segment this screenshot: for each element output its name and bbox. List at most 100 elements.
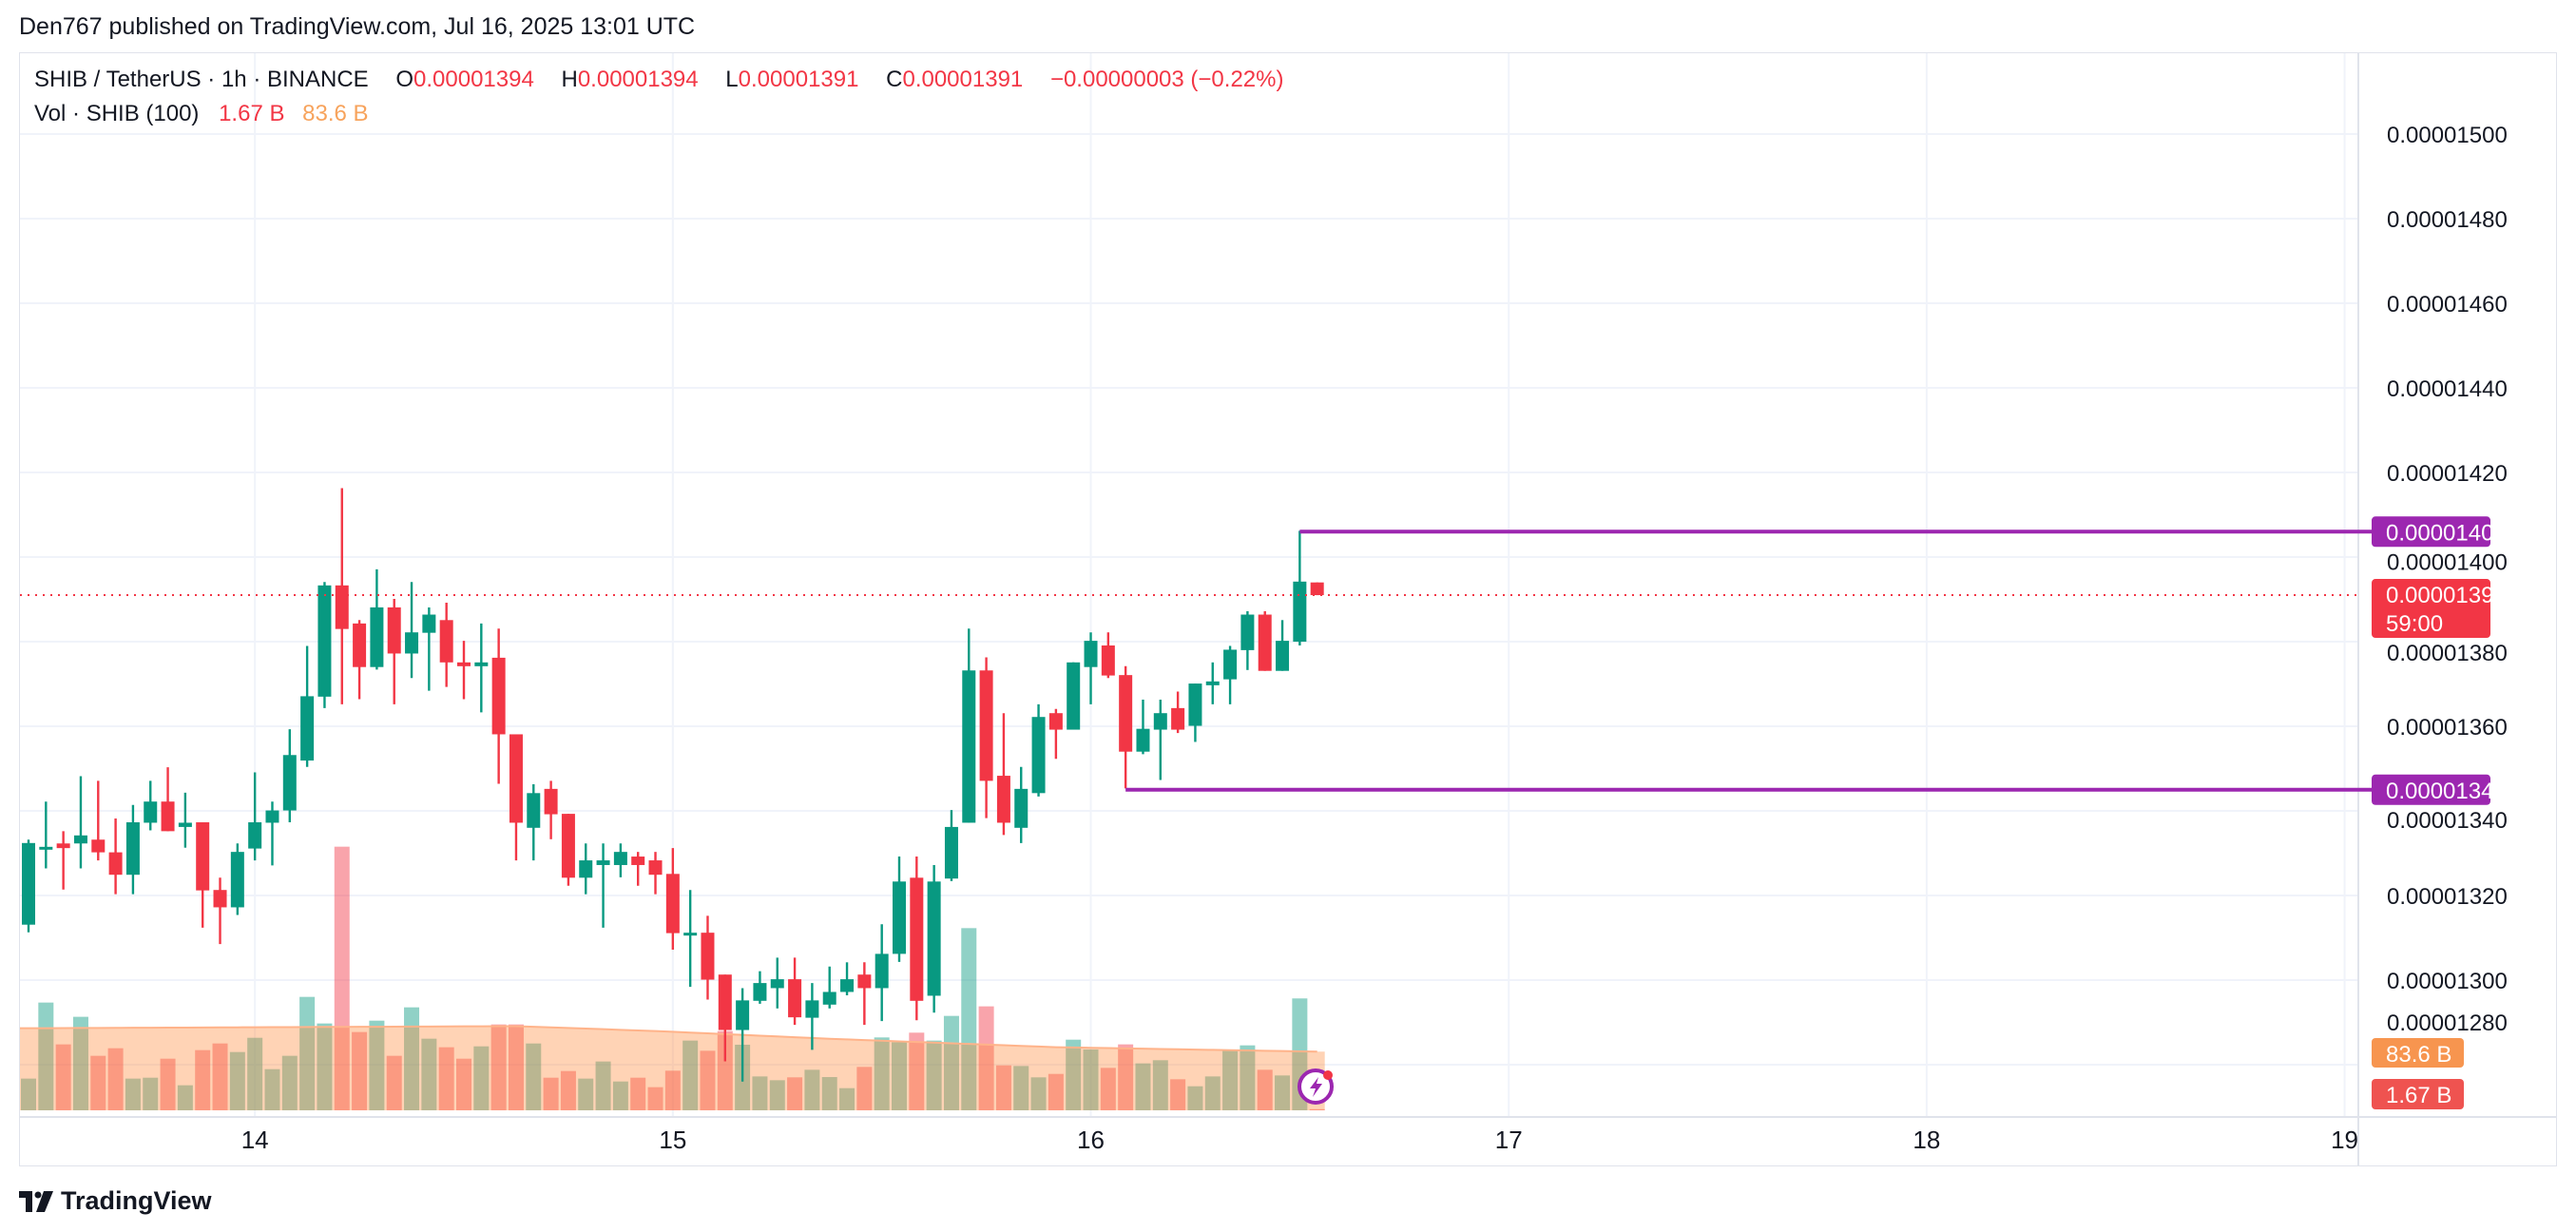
candle[interactable] [1171, 691, 1185, 734]
candle[interactable] [753, 971, 767, 1004]
candle[interactable] [875, 924, 889, 1022]
candle[interactable] [439, 603, 453, 687]
candle[interactable] [353, 620, 367, 700]
candle[interactable] [718, 974, 732, 1062]
candle[interactable] [335, 488, 349, 704]
candle[interactable] [665, 848, 680, 950]
volume-title[interactable]: Vol · SHIB (100) [34, 101, 200, 126]
volume-bar [212, 1043, 228, 1110]
candle[interactable] [144, 780, 158, 831]
candle[interactable] [822, 966, 836, 1009]
candle[interactable] [509, 734, 523, 861]
candle[interactable] [22, 839, 35, 933]
candle[interactable] [1310, 582, 1324, 596]
candle[interactable] [527, 783, 541, 861]
candle[interactable] [648, 852, 663, 895]
lightning-icon[interactable] [1298, 1068, 1334, 1105]
volume-bar [560, 1070, 576, 1110]
candle[interactable] [457, 641, 471, 700]
candle-body [282, 755, 297, 811]
candle-body [788, 979, 802, 1018]
candle[interactable] [840, 962, 855, 996]
candle[interactable] [1136, 699, 1150, 755]
candle[interactable] [927, 864, 941, 1013]
candle[interactable] [996, 713, 1010, 836]
candle[interactable] [196, 822, 210, 928]
volume-bar [787, 1077, 803, 1110]
candle[interactable] [736, 988, 750, 1082]
candle[interactable] [683, 890, 698, 988]
candle[interactable] [161, 767, 175, 832]
volume-bar [352, 1031, 368, 1110]
candle[interactable] [979, 657, 993, 818]
candle[interactable] [788, 957, 802, 1026]
candle[interactable] [91, 780, 106, 861]
candle[interactable] [265, 801, 279, 866]
candle[interactable] [248, 772, 262, 861]
time-axis[interactable]: 14 15 16 17 18 19 [241, 1126, 2358, 1154]
candle-body [1031, 717, 1046, 794]
candle[interactable] [422, 606, 436, 691]
candle[interactable] [1188, 683, 1202, 742]
candle-body [665, 874, 680, 934]
candle[interactable] [910, 857, 924, 1021]
candle[interactable] [1205, 662, 1220, 704]
chart-frame [19, 52, 2557, 1166]
candle[interactable] [962, 628, 976, 823]
candle[interactable] [1276, 620, 1290, 671]
candle[interactable] [631, 852, 645, 886]
candle[interactable] [805, 983, 819, 1050]
price-axis[interactable]: 0.00001500 0.00001480 0.00001460 0.00001440… [2387, 123, 2508, 1036]
candle[interactable] [544, 780, 558, 839]
candle[interactable] [125, 804, 140, 895]
candle-body [631, 857, 645, 865]
candle[interactable] [1240, 610, 1255, 670]
candle[interactable] [213, 877, 227, 945]
candle[interactable] [108, 818, 123, 895]
candle[interactable] [944, 810, 958, 881]
volume-bar [682, 1040, 699, 1110]
candle[interactable] [230, 843, 244, 915]
candle[interactable] [1223, 645, 1238, 704]
candle[interactable] [1119, 665, 1133, 789]
candle[interactable] [39, 801, 53, 869]
candle[interactable] [596, 843, 610, 928]
candle[interactable] [317, 582, 332, 708]
candle[interactable] [370, 568, 384, 670]
candle[interactable] [73, 776, 87, 869]
candle[interactable] [1048, 708, 1063, 760]
candle[interactable] [893, 857, 906, 962]
candle[interactable] [1293, 530, 1307, 646]
candle[interactable] [561, 814, 575, 886]
candle[interactable] [300, 645, 315, 767]
candle[interactable] [282, 729, 297, 823]
candle[interactable] [387, 599, 401, 704]
candle-body [300, 696, 315, 761]
symbol-title[interactable]: SHIB / TetherUS · 1h · BINANCE [34, 67, 369, 92]
volume-bar [143, 1077, 159, 1110]
candle[interactable] [1014, 766, 1028, 843]
candle[interactable] [613, 843, 627, 877]
candle[interactable] [1153, 699, 1167, 780]
candle-body [178, 822, 192, 827]
candle[interactable] [405, 582, 419, 679]
candle[interactable] [1084, 632, 1098, 704]
candle[interactable] [701, 915, 715, 1000]
volume-bar [125, 1078, 141, 1110]
candle[interactable] [474, 623, 489, 713]
volume-bar [595, 1061, 611, 1110]
volume-bar [1118, 1044, 1134, 1110]
candle[interactable] [491, 628, 506, 784]
candle[interactable] [1067, 662, 1081, 730]
candle[interactable] [1101, 632, 1115, 679]
candle[interactable] [1258, 610, 1272, 671]
tradingview-logo[interactable]: TradingView [19, 1186, 212, 1216]
candle[interactable] [770, 957, 784, 1009]
candle[interactable] [56, 831, 70, 890]
candle[interactable] [1031, 703, 1046, 797]
time-axis-label: 17 [1495, 1126, 1523, 1154]
candle[interactable] [579, 843, 593, 895]
candle[interactable] [178, 792, 192, 848]
candle[interactable] [857, 962, 872, 1026]
